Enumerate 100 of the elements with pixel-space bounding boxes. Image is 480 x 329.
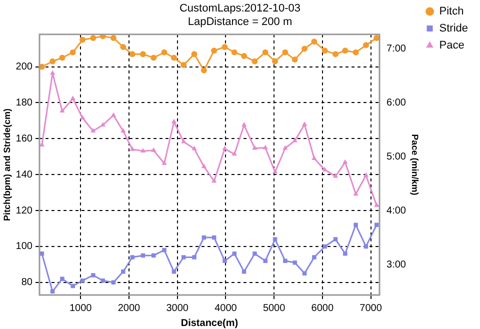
point: [312, 155, 317, 160]
point: [192, 146, 197, 150]
point: [272, 58, 278, 64]
point: [120, 128, 126, 132]
point: [100, 122, 106, 127]
y-tick-label: 100: [16, 241, 33, 252]
x-tick-label: 6000: [311, 302, 334, 314]
point: [130, 255, 134, 260]
y2-axis-title: Pace (min/km): [410, 134, 420, 196]
point: [374, 34, 380, 41]
point: [292, 138, 298, 142]
x-tick-label: 5000: [262, 302, 286, 314]
point: [181, 255, 186, 260]
point: [201, 164, 207, 168]
point: [171, 118, 177, 124]
point: [231, 49, 238, 56]
point: [222, 258, 227, 263]
point: [40, 252, 44, 256]
point: [322, 166, 328, 172]
y2-tick-label: 4:00: [386, 206, 406, 217]
point: [262, 49, 268, 56]
x-tick-label: 3000: [166, 302, 189, 314]
point: [100, 278, 105, 283]
point: [352, 49, 359, 56]
point: [130, 146, 135, 151]
point: [192, 255, 196, 260]
point: [232, 252, 237, 256]
point: [70, 96, 76, 100]
point: [161, 49, 168, 56]
point: [162, 160, 167, 165]
legend-label: Pitch: [439, 6, 464, 18]
point: [252, 58, 258, 64]
y-tick-label: 160: [16, 133, 33, 144]
point: [151, 147, 156, 152]
x-tick-label: 7000: [360, 302, 382, 314]
point: [342, 159, 348, 164]
x-tick-label: 4000: [214, 302, 238, 314]
point: [90, 128, 96, 132]
point: [282, 49, 288, 56]
chart-subtitle: LapDistance = 200 m: [188, 16, 292, 28]
chart-title: CustomLaps:2012-10-03: [179, 2, 301, 15]
legend-label: Stride: [439, 22, 468, 35]
y-tick-label: 180: [16, 97, 33, 108]
point: [322, 48, 328, 54]
point: [272, 168, 278, 174]
point: [211, 48, 218, 54]
point: [322, 244, 327, 249]
point: [120, 44, 126, 50]
point: [292, 56, 298, 63]
point: [302, 122, 308, 126]
y-axis-title: Pitch(bpm) and Stride(cm): [2, 108, 12, 221]
point: [232, 151, 237, 156]
y2-tick-label: 3:00: [386, 260, 406, 271]
point: [181, 138, 186, 144]
point: [80, 115, 86, 120]
point: [333, 237, 338, 242]
point: [170, 54, 177, 61]
point: [302, 46, 308, 52]
point: [80, 36, 86, 43]
point: [242, 270, 246, 274]
point: [129, 51, 136, 58]
point: [343, 252, 348, 256]
y2-tick-label: 7:00: [386, 44, 406, 55]
y2-tick-label: 5:00: [386, 152, 406, 163]
point: [272, 237, 278, 242]
point: [50, 58, 56, 64]
point: [312, 255, 316, 260]
point: [140, 148, 146, 152]
y2-tick-label: 6:00: [386, 98, 406, 109]
point: [90, 34, 96, 41]
point: [121, 270, 126, 274]
point: [162, 248, 166, 252]
x-tick-label: 1000: [69, 302, 92, 314]
point: [311, 38, 318, 45]
point: [59, 54, 66, 61]
legend-label: Pace: [439, 40, 464, 52]
x-axis-title: Distance(m): [180, 318, 238, 329]
point: [172, 270, 176, 274]
y-tick-label: 120: [16, 205, 33, 216]
point: [354, 222, 358, 228]
x-tick-label: 2000: [118, 302, 141, 314]
point: [363, 172, 369, 177]
point: [50, 70, 56, 75]
point: [180, 62, 187, 68]
point: [263, 258, 268, 263]
point: [342, 48, 348, 54]
point: [70, 284, 75, 288]
point: [60, 108, 65, 113]
point: [374, 202, 380, 207]
y-tick-label: 140: [16, 169, 33, 180]
point: [222, 44, 228, 50]
point: [252, 252, 257, 256]
point: [362, 42, 369, 48]
point: [353, 191, 358, 196]
point: [110, 112, 116, 117]
point: [332, 51, 338, 58]
point: [140, 51, 146, 58]
point: [152, 253, 156, 258]
point: [332, 173, 338, 178]
point: [91, 273, 96, 278]
